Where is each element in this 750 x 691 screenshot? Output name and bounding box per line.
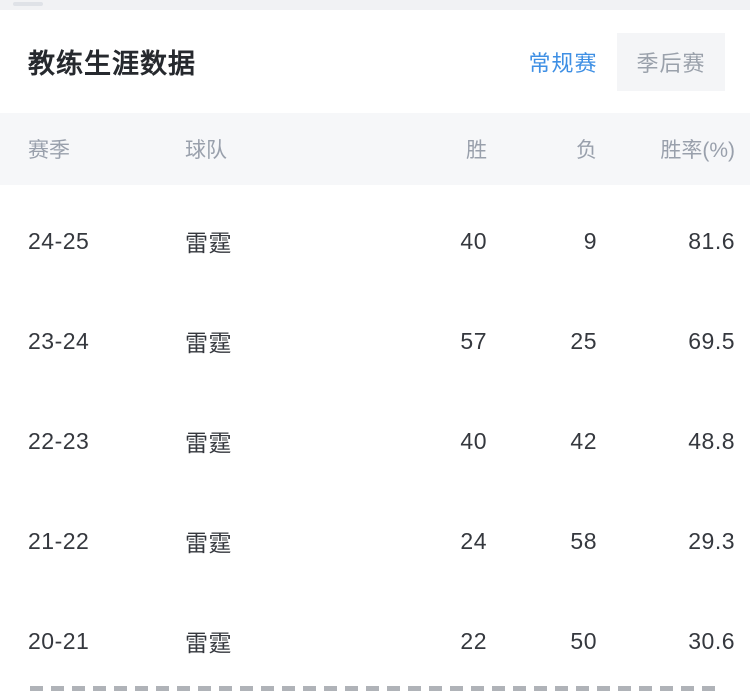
cell-wins: 57 xyxy=(460,327,487,354)
cell-wins: 40 xyxy=(460,227,487,254)
table-row: 20-21 雷霆 22 50 30.6 xyxy=(0,591,750,691)
table-row: 22-23 雷霆 40 42 48.8 xyxy=(0,391,750,491)
page-title: 教练生涯数据 xyxy=(28,49,196,79)
cell-winrate: 81.6 xyxy=(688,227,735,254)
cell-season: 23-24 xyxy=(28,327,90,354)
cell-season: 22-23 xyxy=(28,427,90,454)
cell-wins: 40 xyxy=(460,427,487,454)
tab-playoffs[interactable]: 季后赛 xyxy=(636,50,706,76)
cell-wins: 22 xyxy=(460,627,487,654)
cell-winrate: 48.8 xyxy=(688,427,735,454)
section-header: 教练生涯数据 常规赛 季后赛 xyxy=(0,10,750,113)
cell-season: 21-22 xyxy=(28,527,90,554)
cell-losses: 58 xyxy=(570,527,597,554)
col-header-team: 球队 xyxy=(185,139,227,162)
col-header-winrate: 胜率(%) xyxy=(660,139,735,162)
col-header-wins: 胜 xyxy=(466,139,487,162)
cell-team: 雷霆 xyxy=(185,630,232,656)
cell-winrate: 29.3 xyxy=(688,527,735,554)
table-header-row: 赛季 球队 胜 负 胜率(%) xyxy=(0,113,750,185)
cell-winrate: 30.6 xyxy=(688,627,735,654)
cell-team: 雷霆 xyxy=(185,330,232,356)
cell-team: 雷霆 xyxy=(185,530,232,556)
col-header-season: 赛季 xyxy=(28,139,70,162)
table-row: 23-24 雷霆 57 25 69.5 xyxy=(0,291,750,391)
cell-losses: 25 xyxy=(570,327,597,354)
table-body: 24-25 雷霆 40 9 81.6 23-24 雷霆 57 25 69.5 2… xyxy=(0,185,750,691)
cell-team: 雷霆 xyxy=(185,430,232,456)
clipped-next-content xyxy=(30,686,722,691)
tab-regular-season[interactable]: 常规赛 xyxy=(509,32,617,91)
cell-losses: 50 xyxy=(570,627,597,654)
clipped-previous-content xyxy=(0,0,750,10)
cell-losses: 42 xyxy=(570,427,597,454)
table-row: 21-22 雷霆 24 58 29.3 xyxy=(0,491,750,591)
clipped-previous-content-mark xyxy=(13,2,43,6)
cell-losses: 9 xyxy=(583,227,597,254)
table-row: 24-25 雷霆 40 9 81.6 xyxy=(0,191,750,291)
season-type-tab-group: 常规赛 季后赛 xyxy=(509,32,725,91)
col-header-losses: 负 xyxy=(576,139,597,162)
cell-season: 20-21 xyxy=(28,627,90,654)
cell-winrate: 69.5 xyxy=(688,327,735,354)
cell-season: 24-25 xyxy=(28,227,90,254)
cell-team: 雷霆 xyxy=(185,230,232,256)
cell-wins: 24 xyxy=(460,527,487,554)
